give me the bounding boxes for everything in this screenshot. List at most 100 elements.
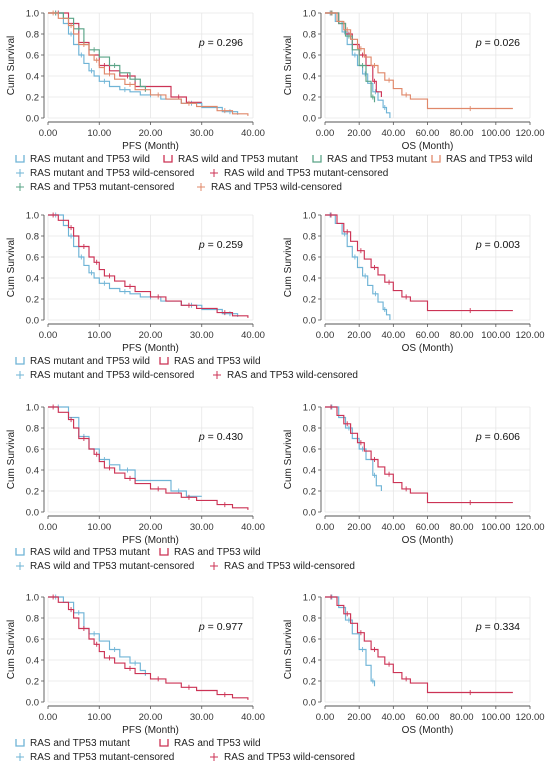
legend-label: RAS mutant and TP53 wild [30,154,150,165]
x-tick-label: 120.00 [515,712,544,723]
y-tick-label: 1.0 [26,403,39,414]
x-tick-label: 20.00 [347,330,371,341]
x-tick-label: 120.00 [515,522,544,533]
legend-swatch-step [15,739,25,747]
y-axis-title: Cum Survival [283,620,294,679]
x-tick-label: 0.00 [39,522,58,533]
p-value: p = 0.296 [198,37,243,49]
survival-curve-2 [48,406,249,510]
p-value: p = 0.003 [475,239,520,251]
y-tick-label: 0.0 [26,508,39,519]
x-tick-label: 40.00 [381,522,405,533]
legend-item-censored: RAS and TP53 wild-censored [210,561,355,572]
legend-item-curve: RAS and TP53 mutant [312,154,427,165]
km-panel-1-2: 0.00 20.00 40.00 60.00 80.00 100.00 120.00 0.0 0… [283,9,545,153]
legend-label: RAS and TP53 wild [174,547,261,558]
y-tick-label: 0.6 [303,445,316,456]
y-tick-label: 0.6 [26,253,39,264]
y-axis-title: Cum Survival [6,238,17,297]
x-tick-label: 100.00 [481,330,510,341]
survival-curve-1 [48,596,146,676]
x-axis-title: PFS (Month) [122,725,179,736]
legend-item-censored: RAS and TP53 wild-censored [210,752,355,763]
y-tick-label: 0.4 [26,466,39,477]
legend-swatch-step [159,739,169,747]
legend-swatch-step [312,155,322,163]
y-tick-label: 0.4 [303,656,316,667]
x-tick-label: 30.00 [190,128,214,139]
p-number: = 0.003 [485,239,520,251]
p-symbol: p [475,431,485,443]
y-tick-label: 1.0 [303,211,316,222]
survival-curve-1 [48,214,239,317]
legend-item-censored: RAS and TP53 wild-censored [197,182,342,193]
legend-item-curve: RAS and TP53 mutant [15,738,130,749]
y-tick-label: 0.8 [26,30,39,41]
y-tick-label: 0.0 [26,114,39,125]
x-tick-label: 100.00 [481,128,510,139]
legend-label: RAS wild and TP53 mutant [30,547,150,558]
legend-swatch-step [15,357,25,365]
survival-curve-2 [48,596,249,700]
y-tick-label: 0.2 [26,93,39,104]
x-tick-label: 100.00 [481,522,510,533]
x-tick-label: 40.00 [381,330,405,341]
x-tick-label: 30.00 [190,330,214,341]
legend-item-censored: RAS and TP53 mutant-censored [16,752,174,763]
legend-label: RAS wild and TP53 mutant-censored [30,561,194,572]
legend-4: RAS and TP53 mutant RAS and TP53 wild RAS … [15,738,355,763]
x-tick-label: 40.00 [241,330,265,341]
survival-curve-4 [325,12,513,110]
y-tick-label: 0.4 [303,274,316,285]
legend-item-curve: RAS and TP53 wild [159,547,261,558]
x-tick-label: 10.00 [87,128,111,139]
km-panel-2-1: 0.00 10.00 20.00 30.00 40.00 0.0 0.2 0.4 0.6 0.8 1… [6,211,265,355]
x-axis-title: OS (Month) [402,343,454,354]
legend-label: RAS and TP53 mutant-censored [30,752,174,763]
km-panel-2-2: 0.00 20.00 40.00 60.00 80.00 100.00 120.00 0.0 0… [283,211,545,355]
survival-curve-2 [325,596,513,694]
legend-swatch-step [431,155,441,163]
y-tick-label: 0.2 [26,677,39,688]
legend-item-curve: RAS and TP53 wild [159,738,261,749]
legend-label: RAS wild and TP53 mutant [178,154,298,165]
survival-curve-2 [48,214,249,318]
y-tick-label: 0.2 [303,487,316,498]
legend-swatch-step [159,548,169,556]
km-panel-3-1: 0.00 10.00 20.00 30.00 40.00 0.0 0.2 0.4 0.6 0.8 1… [6,403,265,547]
x-tick-label: 0.00 [316,712,335,723]
x-tick-label: 80.00 [450,330,474,341]
x-axis-title: OS (Month) [402,725,454,736]
p-symbol: p [198,37,208,49]
p-number: = 0.026 [485,37,520,49]
x-tick-label: 0.00 [39,330,58,341]
y-tick-label: 0.4 [303,466,316,477]
x-tick-label: 20.00 [139,712,163,723]
legend-label: RAS and TP53 wild-censored [224,752,355,763]
p-number: = 0.606 [485,431,520,443]
legend-label: RAS and TP53 wild-censored [211,182,342,193]
legend-item-curve: RAS wild and TP53 mutant [163,154,298,165]
legend-item-censored: RAS wild and TP53 mutant-censored [16,561,194,572]
x-tick-label: 120.00 [515,330,544,341]
y-tick-label: 0.0 [26,698,39,709]
p-number: = 0.430 [208,431,243,443]
legend-label: RAS and TP53 wild [174,356,261,367]
legend-label: RAS and TP53 mutant [327,154,427,165]
y-tick-label: 0.4 [26,656,39,667]
survival-curve-1 [48,406,202,497]
x-tick-label: 20.00 [139,330,163,341]
p-number: = 0.977 [208,621,243,633]
y-tick-label: 0.8 [303,424,316,435]
legend-1: RAS mutant and TP53 wild RAS wild and TP5… [15,154,533,193]
y-tick-label: 0.0 [26,316,39,327]
survival-curve-3 [325,12,376,103]
x-tick-label: 80.00 [450,128,474,139]
y-tick-label: 0.2 [303,295,316,306]
legend-item-curve: RAS wild and TP53 mutant [15,547,150,558]
y-axis-title: Cum Survival [6,36,17,95]
p-symbol: p [475,621,485,633]
legend-item-curve: RAS and TP53 wild [431,154,533,165]
legend-item-censored: RAS mutant and TP53 wild-censored [16,168,194,179]
